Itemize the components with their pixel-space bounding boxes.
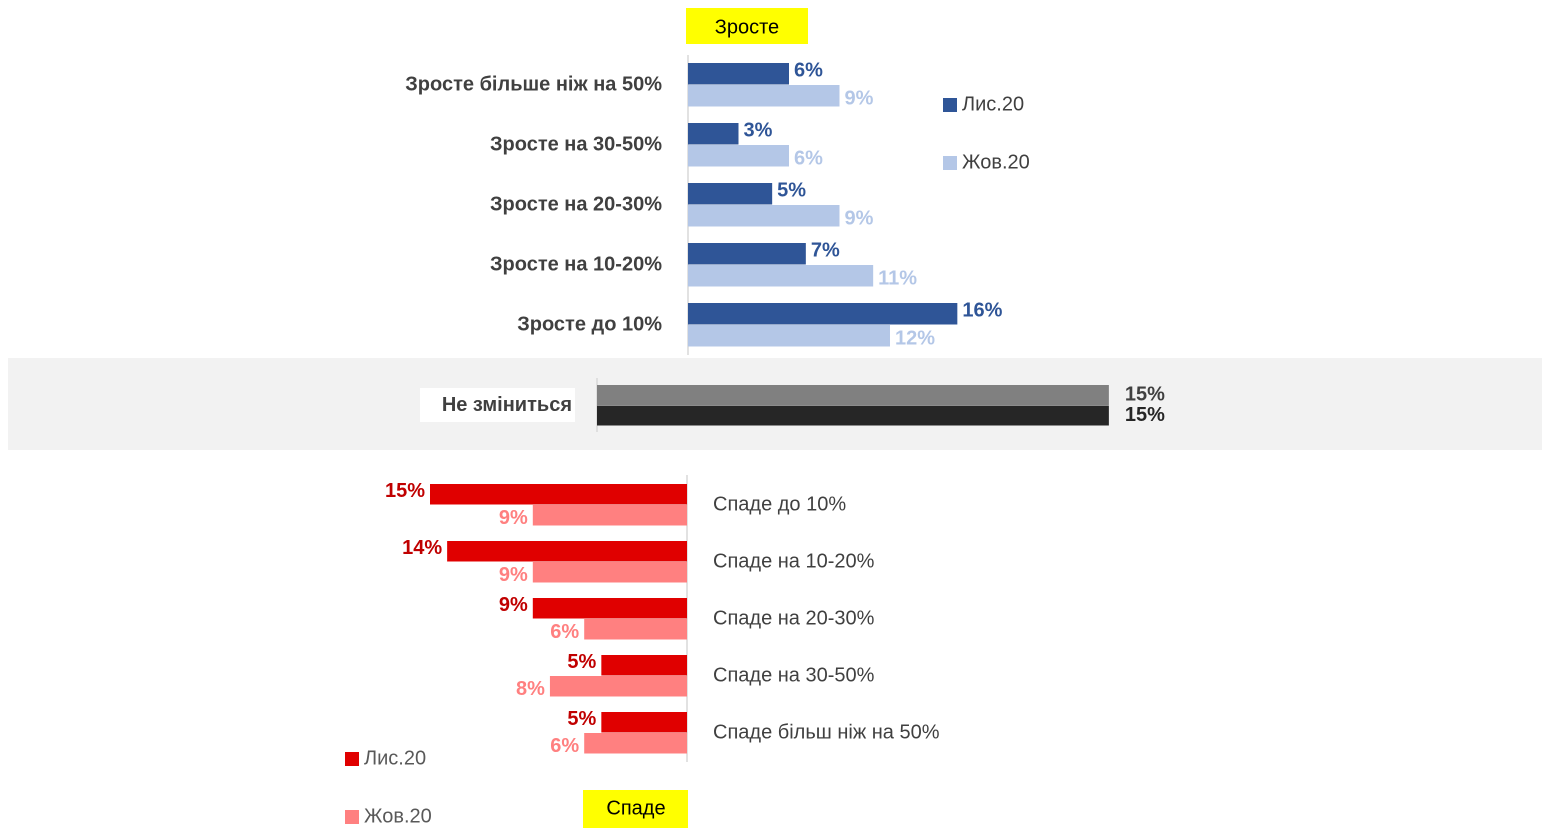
bar: [688, 85, 840, 107]
value-label: 8%: [516, 678, 545, 700]
bar: [584, 733, 687, 754]
value-label: 9%: [499, 594, 528, 616]
value-label: 15%: [1125, 404, 1165, 426]
category-label: Зросте на 10-20%: [490, 253, 662, 275]
bar: [430, 484, 687, 505]
value-label: 11%: [878, 267, 917, 289]
title-box: [686, 8, 808, 44]
value-label: 6%: [794, 59, 823, 81]
category-label: Не зміниться: [442, 394, 572, 416]
chart-title: Зросте: [715, 16, 779, 38]
legend-swatch: [943, 156, 957, 170]
value-label: 15%: [385, 480, 425, 502]
label-box: [420, 388, 575, 422]
value-label: 12%: [895, 327, 935, 349]
category-label: Спаде на 20-30%: [713, 607, 875, 629]
legend-swatch: [345, 810, 359, 824]
legend-swatch: [345, 752, 359, 766]
value-label: 6%: [794, 147, 823, 169]
value-label: 16%: [962, 299, 1002, 321]
bar: [549, 676, 687, 697]
legend-swatch: [943, 98, 957, 112]
value-label: 7%: [811, 239, 840, 261]
bar: [601, 655, 687, 676]
bar: [532, 562, 687, 583]
category-label: Зросте на 30-50%: [490, 133, 662, 155]
chart-title: Спаде: [606, 797, 665, 819]
legend-label: Лис.20: [364, 747, 426, 769]
category-label: Зросте більше ніж на 50%: [405, 73, 662, 95]
bar: [688, 303, 958, 325]
title-box: [583, 790, 688, 828]
value-label: 6%: [550, 735, 579, 757]
bar: [532, 505, 687, 526]
legend-label: Жов.20: [364, 805, 432, 827]
value-label: 9%: [845, 207, 874, 229]
bar: [688, 145, 789, 167]
category-label: Спаде до 10%: [713, 493, 846, 515]
value-label: 15%: [1125, 384, 1165, 406]
legend-label: Лис.20: [962, 93, 1024, 115]
legend-label: Жов.20: [962, 151, 1030, 173]
category-label: Спаде на 10-20%: [713, 550, 875, 572]
category-label: Зросте до 10%: [517, 313, 662, 335]
category-label: Спаде більш ніж на 50%: [713, 721, 940, 743]
bar: [597, 405, 1109, 426]
category-label: Зросте на 20-30%: [490, 193, 662, 215]
value-label: 9%: [845, 87, 874, 109]
bar: [688, 243, 806, 265]
bar: [688, 183, 773, 205]
bar: [597, 385, 1109, 405]
bar: [688, 325, 890, 347]
bar: [688, 63, 789, 85]
value-label: 9%: [499, 507, 528, 529]
value-label: 14%: [402, 537, 442, 559]
value-label: 3%: [744, 119, 773, 141]
value-label: 6%: [550, 621, 579, 643]
bar: [584, 619, 687, 640]
bar: [532, 598, 687, 619]
value-label: 5%: [777, 179, 806, 201]
bar: [447, 541, 687, 562]
bar: [688, 205, 840, 227]
value-label: 9%: [499, 564, 528, 586]
bar: [601, 712, 687, 733]
bar: [688, 265, 874, 287]
value-label: 5%: [567, 651, 596, 673]
category-label: Спаде на 30-50%: [713, 664, 875, 686]
value-label: 5%: [567, 708, 596, 730]
bar: [688, 123, 739, 145]
